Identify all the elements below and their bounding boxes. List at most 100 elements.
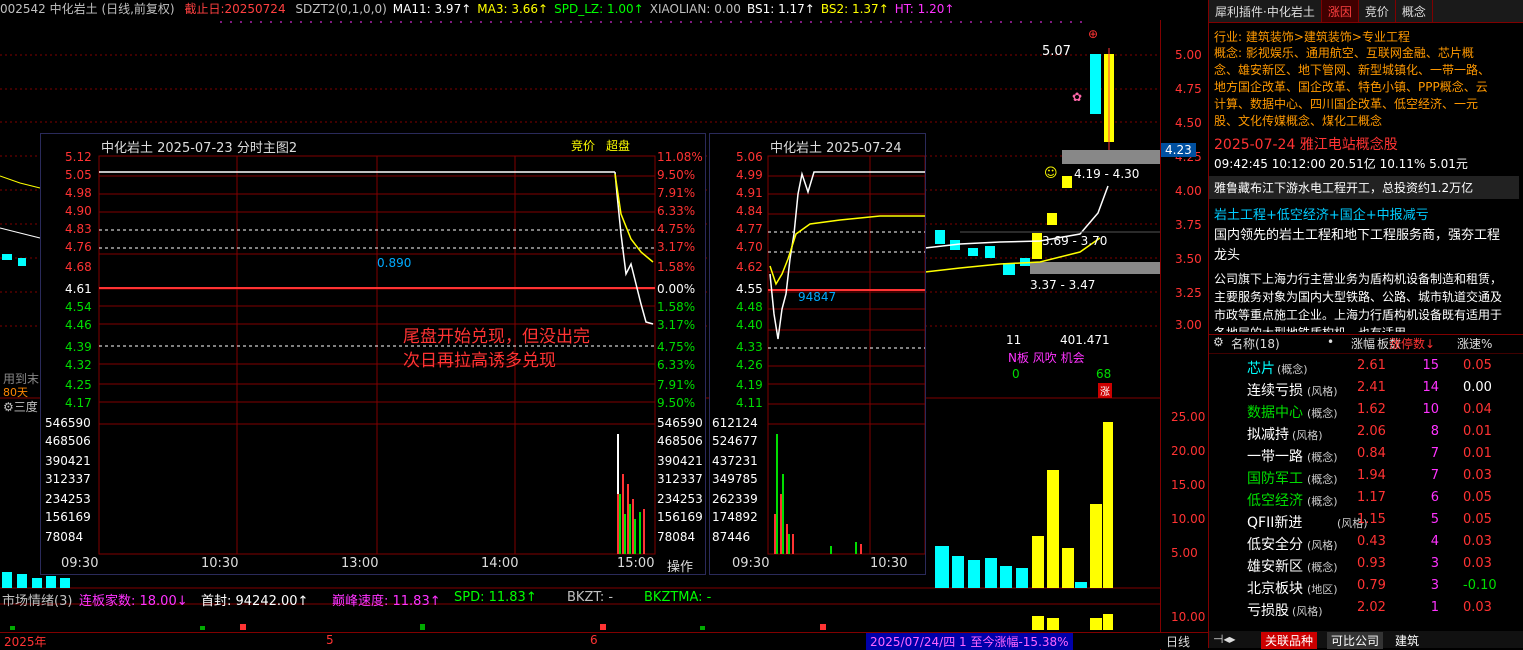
p1-volr-4: 234253 <box>657 492 703 506</box>
row-pct: 2.06 <box>1357 424 1386 439</box>
p1-price-6: 4.68 <box>65 260 92 274</box>
table-row[interactable]: 拟减持 (风格) 2.06 8 0.01 <box>1209 422 1523 444</box>
row-speed: 0.04 <box>1463 402 1492 417</box>
p1-vol-0: 546590 <box>45 416 91 430</box>
market-sentiment-bar: 市场情绪(3) 连板家数: 18.00↓ 首封: 94242.00↑ 巅峰速度: 11… <box>0 590 1160 609</box>
row-tag: (概念) <box>1307 473 1338 486</box>
settings-icon[interactable]: ⚙ <box>3 400 14 414</box>
right-footer: ⊣◂▸ 关联品种 可比公司 建筑 <box>1209 631 1523 649</box>
row-pct: 1.62 <box>1357 402 1386 417</box>
p1-vol-4: 234253 <box>45 492 91 506</box>
table-row[interactable]: 北京板块 (地区) 0.79 3 -0.10 <box>1209 576 1523 598</box>
indicator-4[interactable]: XIAOLIAN: 0.00 <box>649 2 741 16</box>
sentiment-item-4: SPD: 11.83↑ <box>454 590 537 605</box>
tab-plugin[interactable]: 犀利插件·中化岩土 <box>1209 0 1322 22</box>
p1-volr-2: 390421 <box>657 454 703 468</box>
p1-volr-3: 312337 <box>657 472 703 486</box>
row-count: 4 <box>1430 534 1439 549</box>
p1-price-2: 4.98 <box>65 186 92 200</box>
summary-line: 国内领先的岩土工程和地下工程服务商，强夯工程龙头 <box>1214 228 1501 263</box>
row-count: 5 <box>1430 512 1439 527</box>
p2-price-6: 4.62 <box>736 260 763 274</box>
indicator-7[interactable]: HT: 1.20↑ <box>894 2 955 16</box>
p1-pct-1: 9.50% <box>657 168 696 182</box>
sentiment-item-0[interactable]: 市场情绪(3) <box>2 594 73 609</box>
footer-nav-icon[interactable]: ⊣◂▸ <box>1213 632 1236 646</box>
p2-price-5: 4.70 <box>736 240 763 254</box>
popup2-vol-label: 94847 <box>798 290 837 304</box>
p1-vol-1: 468506 <box>45 434 91 448</box>
industry-text: 行业: 建筑装饰>建筑装饰>专业工程 <box>1214 30 1410 44</box>
indicator-0[interactable]: SDZT2(0,1,0,0) <box>295 2 387 16</box>
footer-tab-related[interactable]: 关联品种 <box>1261 632 1318 649</box>
p1-pct-9: 3.17% <box>657 318 696 332</box>
row-speed: 0.01 <box>1463 424 1492 439</box>
sentiment-item-5: BKZT: - <box>567 590 614 605</box>
indicator-1[interactable]: MA11: 3.97↑ <box>392 2 472 16</box>
stats-c: 0 <box>1012 367 1020 381</box>
p1-volr-0: 546590 <box>657 416 703 430</box>
tab-concept[interactable]: 概念 <box>1396 0 1433 22</box>
footer-tab-build[interactable]: 建筑 <box>1395 634 1420 648</box>
ratio-label: 0.890 <box>377 256 412 270</box>
row-pct: 1.94 <box>1357 468 1386 483</box>
row-pct: 1.15 <box>1357 512 1386 527</box>
sentiment-item-2: 首封: 94242.00↑ <box>201 594 309 609</box>
super-tag[interactable]: 超盘 <box>606 139 631 153</box>
sort-count[interactable]: 涨停数↓ <box>1389 337 1436 351</box>
p1-price-3: 4.90 <box>65 204 92 218</box>
row-pct: 0.43 <box>1357 534 1386 549</box>
p1-pct-7: 0.00% <box>657 282 696 296</box>
p1-price-4: 4.83 <box>65 222 92 236</box>
p1-pct-4: 4.75% <box>657 222 696 236</box>
table-row[interactable]: 低空经济 (概念) 1.17 6 0.05 <box>1209 488 1523 510</box>
table-row[interactable]: 国防军工 (概念) 1.94 7 0.03 <box>1209 466 1523 488</box>
p2-price-13: 4.11 <box>736 396 763 410</box>
tab-reason[interactable]: 涨因 <box>1321 0 1359 22</box>
row-tag: (概念) <box>1307 451 1338 464</box>
row-count: 8 <box>1430 424 1439 439</box>
table-row[interactable]: QFII新进 (风格) 1.15 5 0.05 <box>1209 510 1523 532</box>
indicator-5[interactable]: BS1: 1.17↑ <box>746 2 815 16</box>
table-row[interactable]: 一带一路 (概念) 0.84 7 0.01 <box>1209 444 1523 466</box>
note-line1: 尾盘开始兑现，但没出完 <box>403 327 590 347</box>
footer-tab-peers[interactable]: 可比公司 <box>1327 632 1384 649</box>
p1-price-13: 4.17 <box>65 396 92 410</box>
indicator-3[interactable]: SPD_LZ: 1.00↑ <box>554 2 644 16</box>
p1-vol-2: 390421 <box>45 454 91 468</box>
p2-vol-2: 437231 <box>712 454 758 468</box>
table-row[interactable]: 亏损股 (风格) 2.02 1 0.03 <box>1209 598 1523 620</box>
row-tag: (风格) <box>1307 539 1338 552</box>
note-line2: 次日再拉高诱多兑现 <box>403 351 556 371</box>
tag-line: 岩土工程+低空经济+国企+中报减亏 <box>1214 208 1429 223</box>
indicator-2[interactable]: MA3: 3.66↑ <box>477 2 549 16</box>
flower-icon: ✿ <box>1072 90 1083 104</box>
table-row[interactable]: 芯片 (概念) 2.61 15 0.05 <box>1209 356 1523 378</box>
concepts-text: 概念: 影视娱乐、通用航空、互联网金融、芯片概念、雄安新区、地下管网、新型城镇化… <box>1214 46 1491 128</box>
left-note-3: ⚙三度 <box>3 400 38 414</box>
p1-time-2: 13:00 <box>341 556 379 571</box>
intraday-popup-0724[interactable]: 中化岩土 2025-07-24 94847 5.06 4.99 4.91 4.8 <box>709 133 926 575</box>
indicator-6[interactable]: BS2: 1.37↑ <box>820 2 889 16</box>
table-row[interactable]: 低安全分 (风格) 0.43 4 0.03 <box>1209 532 1523 554</box>
table-settings-icon[interactable]: ⚙ <box>1213 335 1224 349</box>
stock-title[interactable]: 002542 中化岩土 (日线,前复权) <box>0 2 175 16</box>
period-label[interactable]: 日线 <box>1166 635 1191 649</box>
plus-icon: ⊕ <box>1088 27 1099 41</box>
left-note-1: 用到末 <box>3 372 40 386</box>
auction-tag[interactable]: 竞价 <box>571 139 596 153</box>
p2-price-0: 5.06 <box>736 150 763 164</box>
table-row[interactable]: 雄安新区 (概念) 0.93 3 0.03 <box>1209 554 1523 576</box>
table-row[interactable]: 数据中心 (概念) 1.62 10 0.04 <box>1209 400 1523 422</box>
p1-price-1: 5.05 <box>65 168 92 182</box>
news-line: 雅鲁藏布江下游水电工程开工，总投资约1.2万亿 <box>1209 176 1519 199</box>
table-row[interactable]: 连续亏损 (风格) 2.41 14 0.00 <box>1209 378 1523 400</box>
row-pct: 0.79 <box>1357 578 1386 593</box>
p2-time-0: 09:30 <box>732 556 770 571</box>
p1-pct-3: 6.33% <box>657 204 696 218</box>
operate-button[interactable]: 操作 <box>667 560 694 575</box>
tab-auction[interactable]: 竞价 <box>1359 0 1396 22</box>
p2-price-8: 4.48 <box>736 300 763 314</box>
sort-pct[interactable]: 涨幅 <box>1351 337 1376 351</box>
intraday-popup-0723[interactable]: 中化岩土 2025-07-23 分时主图2 竞价 超盘 <box>40 133 706 575</box>
